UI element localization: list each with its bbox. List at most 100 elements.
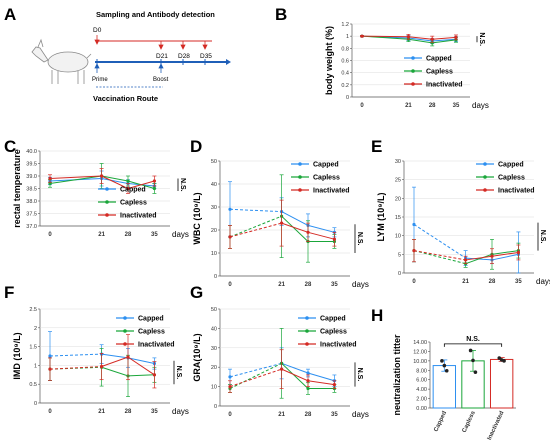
x-tick-label: 28 [305,412,312,418]
timeline-day-d28: D28 [178,53,190,60]
x-tick-label: 35 [151,232,158,238]
legend-marker [305,342,309,346]
data-point [440,359,444,363]
series-line-segment [307,372,335,382]
series-line-segment [127,357,155,365]
data-point [412,249,416,253]
y-tick-label: 38.0 [26,199,37,205]
panel-letter-e: E [371,137,382,156]
timeline-day-d21: D21 [156,53,168,60]
y-axis-label: GRA(10⁹/L) [192,333,202,381]
y-tick-label: 2.00 [416,397,427,403]
data-point [280,221,284,225]
panel-letter-h: H [371,306,383,325]
data-point [430,37,434,41]
y-tick-label: 50 [211,159,217,165]
data-point [48,354,52,358]
series-line-segment [101,353,129,359]
legend-label: Capped [138,316,164,323]
x-tick-label: 28 [429,103,436,109]
y-tick-label: 0.8 [341,46,349,52]
x-tick-label: 0 [228,282,232,288]
y-tick-label: 20 [211,228,217,234]
y-tick-label: 40 [211,182,217,188]
data-point [490,254,494,258]
ns-label: N.S. [179,178,186,192]
ns-label: N.S. [478,32,485,46]
data-point [48,181,52,186]
y-tick-label: 2.5 [29,307,37,313]
legend-label: Capless [138,329,165,336]
data-point [473,370,478,374]
legend-marker [123,316,127,320]
data-point [306,379,310,383]
x-tick-label: 28 [125,409,132,415]
y-tick-label: 0 [34,401,37,407]
data-point [442,363,447,368]
data-point [100,174,104,178]
days-label: days [472,101,489,110]
series-line-segment [281,222,309,233]
data-point [360,34,364,38]
legend-marker [411,69,415,73]
legend-item-capless: Capless [291,175,340,182]
ns-bracket [443,343,503,347]
bar-capped [432,365,457,409]
series-line-segment [229,368,282,388]
x-tick-label: 0 [48,232,52,238]
y-tick-label: 30 [395,159,401,165]
panel-b: B 0 0.2 0.4 0.6 0.8 1 1.2 body weight (%) 0 21 28 35… [275,5,489,110]
ns-label: N.S. [356,368,363,382]
y-axis-label: IMD (10⁹/L) [12,332,22,379]
data-point [502,359,506,363]
y-tick-label: 1.2 [341,22,349,28]
panel-c: C 37.0 37.5 38.0 38.5 39.0 39.5 40.0 rectal temp… [4,137,189,239]
y-tick-label: 10 [211,251,217,257]
series-line-segment [465,255,493,261]
series-line-segment [101,178,129,184]
legend-marker [105,200,109,204]
legend-item-inactivated: Inactivated [291,188,350,195]
boost-label: Boost [153,77,169,83]
y-axis-label: neutralization titter [392,334,402,416]
y-tick-label: 0.6 [341,59,349,65]
series-line-segment [432,38,456,42]
legend-item-inactivated: Inactivated [476,188,535,195]
series-inactivated [228,349,337,393]
series-capless [228,328,337,399]
series-line-segment [281,368,309,382]
legend-label: Capless [313,175,340,182]
data-point [454,35,458,39]
legend-marker [123,329,127,333]
x-tick-label: 28 [125,232,132,238]
y-tick-label: 0.00 [416,406,427,412]
legend-label: Inactivated [320,342,357,349]
legend-item-capped: Capped [476,162,524,169]
y-tick-label: 25 [395,178,401,184]
x-tick-label: 35 [331,282,338,288]
x-tick-label: 35 [453,103,460,109]
series-line-segment [127,356,155,376]
data-point [306,371,310,375]
series-line-segment [307,380,335,386]
legend-marker [483,188,487,192]
legend-item-capped: Capped [291,162,339,169]
x-tick-label: 21 [98,232,105,238]
days-label: days [352,410,369,419]
x-tick-label: 0 [412,279,416,285]
y-tick-label: 40.0 [26,149,37,155]
series-line-segment [432,36,456,40]
data-point [48,367,52,371]
legend-label: Capped [498,162,524,169]
y-tick-label: 15 [395,215,401,221]
y-tick-label: 37.5 [26,212,37,218]
y-tick-label: 4.00 [416,387,427,393]
days-label: days [172,230,189,239]
series-line-segment [491,251,519,257]
panel-letter-g: G [190,283,203,302]
legend-label: Inactivated [426,82,463,89]
y-axis-label: WBC (10⁹/L) [192,192,202,244]
panel-letter-f: F [4,283,14,302]
legend-item-capped: Capped [98,187,146,194]
days-label: days [536,277,550,286]
